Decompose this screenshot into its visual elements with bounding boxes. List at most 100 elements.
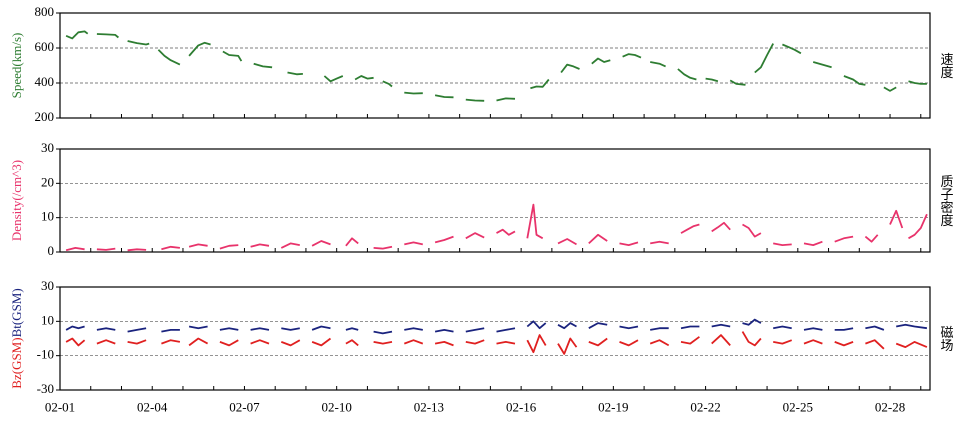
series-line-p2 xyxy=(526,203,544,240)
series-line-bzgsm xyxy=(711,334,731,346)
series-line-p2 xyxy=(219,244,239,250)
y-axis-label: Bz(GSM)Bt(GSM) xyxy=(9,288,24,388)
y-tick-label: 400 xyxy=(35,74,55,89)
series-line-p1 xyxy=(782,43,802,55)
series-line-bzgsm xyxy=(127,339,147,345)
series-line-bzgsm xyxy=(680,336,700,345)
series-line-bzgsm xyxy=(250,339,270,345)
series-line-p2 xyxy=(889,209,904,229)
series-line-bzgsm xyxy=(345,339,359,347)
series-line-p1 xyxy=(843,75,866,86)
series-line-btgsm xyxy=(311,325,331,331)
series-line-btgsm xyxy=(188,325,208,330)
series-line-btgsm xyxy=(650,327,669,331)
y-axis-label-part: Bz(GSM) xyxy=(9,337,24,388)
series-line-bzgsm xyxy=(434,341,454,347)
series-line-bzgsm xyxy=(834,341,854,347)
y-axis-label: Density(/cm^3) xyxy=(9,160,24,241)
series-line-p2 xyxy=(188,243,208,248)
y-tick-label: 200 xyxy=(35,109,55,124)
series-line-p2 xyxy=(742,223,762,238)
series-line-p2 xyxy=(680,223,700,234)
plot-area xyxy=(60,287,930,390)
series-line-p2 xyxy=(161,245,181,251)
series-line-btgsm xyxy=(711,323,731,328)
series-line-btgsm xyxy=(434,329,454,333)
series-line-p1 xyxy=(127,40,150,46)
y-tick-label: -30 xyxy=(37,381,54,396)
series-line-bzgsm xyxy=(588,337,608,347)
series-line-bzgsm xyxy=(619,339,639,347)
series-line-bzgsm xyxy=(649,339,670,347)
series-line-btgsm xyxy=(96,327,116,331)
series-line-bzgsm xyxy=(161,339,181,345)
series-line-p1 xyxy=(591,57,611,65)
series-line-btgsm xyxy=(127,327,147,333)
series-line-p2 xyxy=(619,241,639,246)
plot-frame xyxy=(59,148,931,253)
x-tick-label: 02-16 xyxy=(506,400,537,415)
plot-frame xyxy=(59,286,931,391)
series-line-bzgsm xyxy=(865,339,885,350)
series-line-p1 xyxy=(323,75,344,83)
series-line-btgsm xyxy=(345,327,359,331)
panel-right-label: 磁场 xyxy=(938,326,954,352)
x-tick-label: 02-19 xyxy=(598,400,628,415)
series-line-btgsm xyxy=(742,318,762,326)
y-tick-label: -10 xyxy=(37,347,54,362)
series-line-p1 xyxy=(560,63,580,74)
series-line-bzgsm xyxy=(96,339,116,345)
panel-2: 0 10 20 30 Density(/cm^3) 质子密度 xyxy=(9,140,953,258)
series-line-bzgsm xyxy=(219,339,239,347)
y-axis-label: Speed(km/s) xyxy=(9,33,24,99)
series-line-p2 xyxy=(773,242,792,246)
y-tick-label: 10 xyxy=(41,209,54,224)
y-tick-label: 800 xyxy=(35,4,55,19)
series-line-p2 xyxy=(711,221,731,233)
plot-frame xyxy=(59,12,931,119)
series-line-p2 xyxy=(311,240,331,247)
series-line-p1 xyxy=(496,97,516,102)
panel-3: -30 -10 10 30 Bz(GSM)Bt(GSM) 磁场 xyxy=(9,278,953,396)
series-line-btgsm xyxy=(465,327,485,333)
series-line-p1 xyxy=(65,30,89,40)
series-line-bzgsm xyxy=(403,339,424,345)
x-tick-label: 02-13 xyxy=(414,400,444,415)
series-line-btgsm xyxy=(161,329,180,333)
x-tick-label: 02-22 xyxy=(690,400,720,415)
series-line-bzgsm xyxy=(311,337,332,347)
y-tick-label: 0 xyxy=(48,243,55,258)
panel-1: 200 400 600 800 Speed(km/s) 速度 xyxy=(9,4,953,124)
y-tick-label: 20 xyxy=(41,174,54,189)
series-line-p2 xyxy=(496,228,516,236)
y-tick-label: 30 xyxy=(41,278,54,293)
series-line-btgsm xyxy=(404,327,423,331)
series-line-bzgsm xyxy=(895,341,928,348)
series-line-btgsm xyxy=(896,323,928,330)
series-line-p1 xyxy=(622,53,642,59)
x-tick-label: 02-04 xyxy=(137,400,168,415)
series-line-p2 xyxy=(465,232,485,240)
y-tick-label: 30 xyxy=(41,140,54,155)
plot-area xyxy=(60,149,930,252)
series-line-bzgsm xyxy=(373,341,393,345)
series-line-bzgsm xyxy=(741,331,762,347)
x-tick-label: 02-07 xyxy=(229,400,260,415)
series-line-btgsm xyxy=(680,325,700,330)
series-line-btgsm xyxy=(773,325,792,330)
series-line-p2 xyxy=(557,238,577,246)
series-line-p2 xyxy=(96,247,116,251)
series-line-p1 xyxy=(883,86,897,92)
series-line-p1 xyxy=(729,79,746,86)
y-tick-label: 10 xyxy=(41,312,54,327)
series-line-p1 xyxy=(908,80,927,85)
series-line-btgsm xyxy=(65,325,85,331)
series-line-p1 xyxy=(650,61,666,68)
panel-right-label: 速度 xyxy=(938,53,954,79)
series-line-p1 xyxy=(287,71,303,76)
series-line-p2 xyxy=(803,240,823,246)
series-line-btgsm xyxy=(588,322,608,329)
series-line-p1 xyxy=(157,49,181,66)
series-line-btgsm xyxy=(619,325,639,330)
